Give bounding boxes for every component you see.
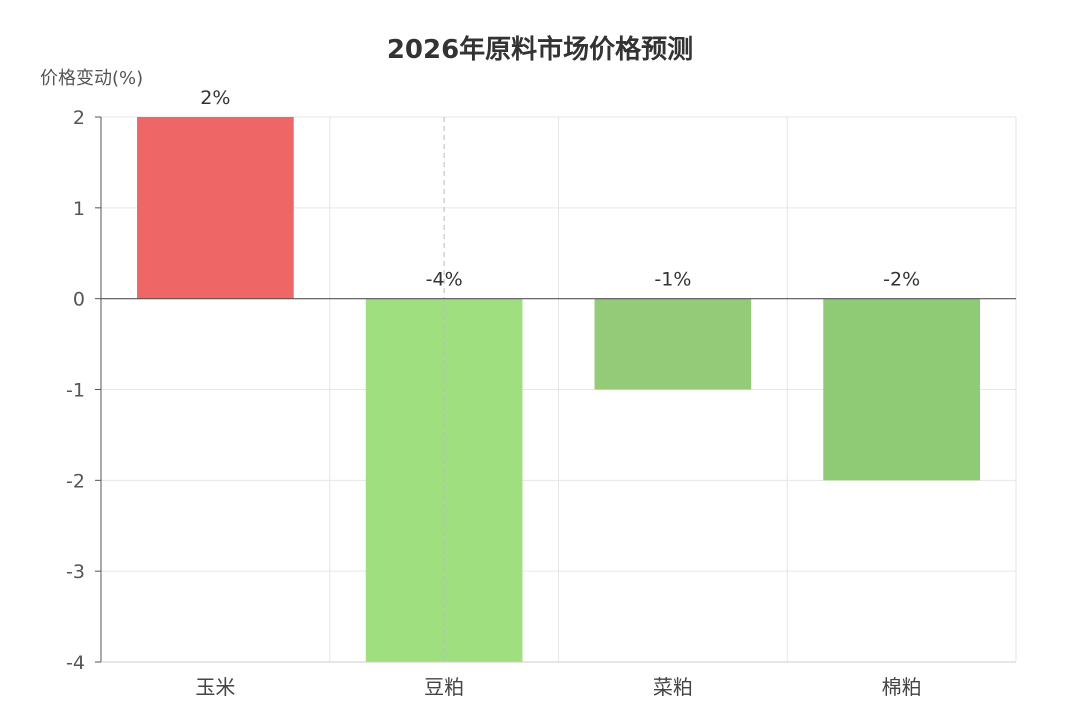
- labels: 2 1 0 -1 -2 -3 -4 2% 玉米 -4% 豆粕 -1% 菜粕 -2% 棉粕: [66, 87, 922, 699]
- data-label: -1%: [654, 269, 691, 291]
- x-tick-label: 棉粕: [882, 675, 922, 699]
- y-axis-label: 价格变动(%): [40, 68, 143, 89]
- x-tick-label: 菜粕: [653, 675, 693, 699]
- y-tick-label: 1: [73, 198, 85, 220]
- y-tick-label: -2: [66, 470, 85, 492]
- bar-1: [137, 117, 294, 299]
- chart-title: 2026年原料市场价格预测: [387, 34, 693, 65]
- bar-3: [594, 298, 752, 390]
- axes: [95, 116, 1016, 663]
- data-label: 2%: [200, 87, 230, 109]
- y-tick-label: -3: [66, 561, 85, 583]
- y-tick-label: 2: [73, 107, 85, 129]
- data-label: -4%: [426, 269, 463, 291]
- bar-4: [823, 298, 980, 481]
- y-tick-label: -1: [66, 380, 85, 402]
- y-tick-label: 0: [73, 289, 85, 311]
- y-tick-label: -4: [66, 652, 85, 674]
- data-label: -2%: [883, 269, 920, 291]
- x-tick-label: 玉米: [195, 675, 235, 699]
- x-tick-label: 豆粕: [424, 675, 464, 699]
- bars: [137, 117, 980, 662]
